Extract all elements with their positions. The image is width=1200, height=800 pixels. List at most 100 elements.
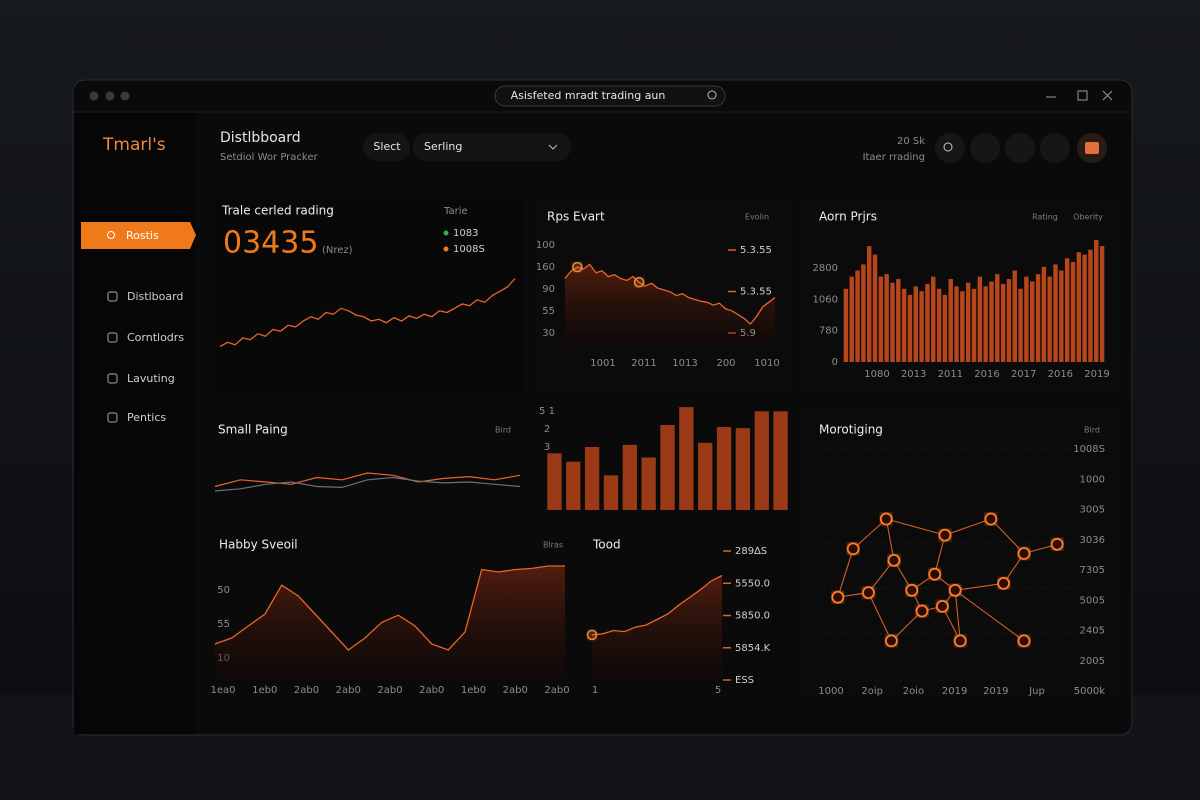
bar — [965, 282, 971, 362]
bar — [995, 274, 1000, 362]
edge — [868, 560, 895, 593]
bar — [603, 475, 619, 510]
x-axis-label: 2011 — [631, 358, 656, 369]
bar — [1094, 240, 1099, 362]
search-icon — [707, 90, 717, 100]
y-axis-label: 160 — [536, 262, 555, 273]
address-bar[interactable] — [494, 85, 726, 107]
bar — [942, 294, 948, 362]
window-dot[interactable] — [89, 91, 99, 101]
edge — [852, 518, 887, 550]
bar — [679, 407, 694, 510]
line — [564, 263, 776, 326]
icon-button[interactable] — [970, 133, 1000, 163]
line — [214, 565, 565, 651]
window-dot[interactable] — [120, 91, 130, 101]
panel-badge: Bird — [1084, 426, 1100, 435]
select-label: Serling — [424, 140, 462, 153]
bar — [1018, 288, 1023, 362]
bar — [977, 276, 983, 362]
x-axis-label: 200 — [716, 358, 735, 369]
bar — [641, 457, 656, 510]
bar — [1012, 270, 1017, 362]
area — [565, 264, 775, 345]
icon-button[interactable] — [935, 133, 965, 163]
icon-button[interactable] — [1005, 133, 1035, 163]
edge — [867, 592, 892, 642]
y-axis-label: 3036 — [1080, 535, 1105, 546]
x-axis-label: 1eb0 — [252, 685, 277, 696]
address-text: Asisfeted mradt trading aun — [511, 89, 666, 102]
side-label: 5.3.55 — [740, 287, 772, 298]
edge — [954, 590, 961, 641]
x-axis-label: 2013 — [901, 369, 926, 380]
bar — [1041, 266, 1047, 362]
bar — [878, 276, 884, 362]
bar — [773, 411, 788, 510]
bar — [855, 270, 860, 362]
header-stat-label: Itaer rrading — [863, 152, 925, 163]
node — [905, 583, 919, 597]
edge — [954, 589, 1025, 642]
y-axis-label: 2005 — [1080, 656, 1105, 667]
y-axis-label: 2 — [544, 424, 550, 435]
panel-title: Rps Evart — [547, 210, 605, 224]
x-axis-label: 2017 — [1011, 369, 1036, 380]
panel-badge: Blras — [543, 541, 563, 550]
nav-icon — [107, 332, 118, 343]
bar — [1053, 264, 1058, 362]
bar — [1099, 246, 1105, 362]
bar — [901, 288, 907, 362]
icon-button[interactable] — [1040, 133, 1070, 163]
panel-title: Tood — [592, 538, 621, 552]
x-axis-label: 2ab0 — [336, 685, 361, 696]
big-value: 03435 — [223, 226, 318, 261]
nav-icon — [107, 412, 118, 423]
bar — [896, 279, 901, 362]
line — [214, 472, 521, 488]
header-stat: 20 Sk — [897, 136, 925, 147]
page-subtitle: Setdiol Wor Pracker — [220, 152, 319, 163]
window-dot[interactable] — [105, 91, 115, 101]
x-axis-label: 1010 — [754, 358, 779, 369]
side-label: 5550.0 — [735, 578, 770, 589]
chevron — [548, 144, 558, 150]
panel-title: Small Paing — [218, 423, 288, 437]
y-axis-label: 100 — [536, 240, 555, 251]
side-label: 289∆S — [735, 546, 767, 557]
panel-title: Trale cerled rading — [221, 204, 334, 218]
x-axis-label: 2016 — [974, 369, 999, 380]
close-icon[interactable] — [1102, 90, 1113, 101]
edge — [934, 534, 946, 575]
bar — [931, 276, 936, 362]
bar — [1000, 283, 1006, 362]
point-marker — [572, 261, 583, 273]
y-axis-label: 780 — [819, 326, 838, 337]
bar — [913, 286, 918, 362]
bar — [948, 279, 953, 362]
y-axis-label: 1008S — [1073, 444, 1105, 455]
side-label: 5.3.55 — [740, 245, 772, 256]
select[interactable] — [413, 133, 571, 161]
panel-badge: Bird — [495, 426, 511, 435]
maximize-icon[interactable] — [1077, 90, 1088, 101]
bar — [1076, 252, 1082, 362]
y-axis-label: 5005 — [1080, 595, 1105, 606]
panel-title: Habby Sveoil — [219, 538, 298, 552]
filter-pill[interactable] — [363, 133, 410, 161]
profile-icon — [1085, 142, 1099, 154]
x-axis-label: 2oip — [861, 686, 883, 697]
x-axis-label: 2ab0 — [419, 685, 444, 696]
active-nav[interactable] — [81, 222, 196, 249]
bar — [1088, 249, 1093, 362]
bar — [1070, 261, 1076, 362]
nav-icon — [107, 373, 118, 384]
node — [936, 600, 949, 613]
y-axis-label: 5000k — [1074, 686, 1105, 697]
x-axis-label: 2019 — [1084, 369, 1109, 380]
nav-item: Lavuting — [127, 372, 175, 385]
node — [997, 577, 1010, 590]
nav-item: Distlboard — [127, 290, 183, 303]
bar — [971, 288, 977, 362]
x-axis-label: 2019 — [942, 686, 967, 697]
